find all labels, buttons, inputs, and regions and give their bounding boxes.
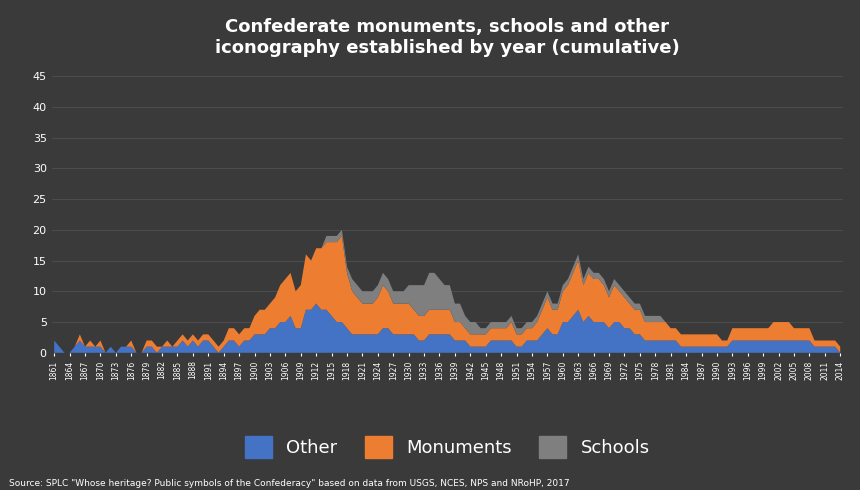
Legend: Other, Monuments, Schools: Other, Monuments, Schools (237, 429, 657, 465)
Title: Confederate monuments, schools and other
iconography established by year (cumula: Confederate monuments, schools and other… (215, 18, 679, 56)
Text: Source: SPLC "Whose heritage? Public symbols of the Confederacy" based on data f: Source: SPLC "Whose heritage? Public sym… (9, 479, 569, 488)
